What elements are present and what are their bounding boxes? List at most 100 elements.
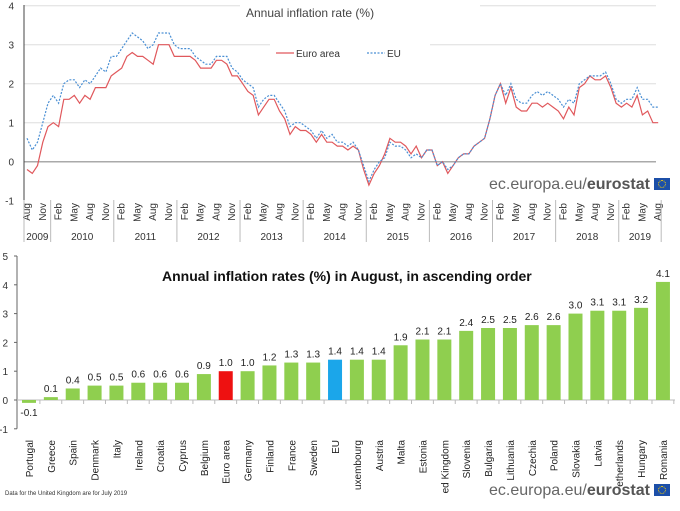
category-label: France: [287, 440, 298, 472]
x-tick-label: Nov: [164, 203, 175, 221]
x-tick-label: May: [196, 203, 207, 222]
series-line-eu: [26, 32, 659, 183]
x-tick-label: Nov: [38, 203, 49, 221]
bar-poland: [546, 325, 561, 400]
source-prefix: ec.europa.eu/: [489, 482, 587, 499]
year-label: 2014: [324, 232, 347, 243]
bar-eu: [328, 359, 343, 400]
category-label: Malta: [397, 440, 408, 465]
y-tick-label: 4: [2, 281, 8, 292]
y-tick-label: -1: [0, 425, 8, 436]
x-tick-label: Aug: [527, 203, 538, 221]
x-tick-label: Feb: [369, 203, 380, 221]
data-label: 2.1: [416, 327, 430, 338]
bar-etherlands: [612, 310, 627, 400]
data-label: 2.5: [503, 315, 517, 326]
bar-denmark: [87, 385, 102, 400]
x-tick-label: Nov: [480, 203, 491, 221]
data-label: 0.4: [66, 375, 80, 386]
x-tick-label: Aug: [22, 203, 33, 221]
category-label: Euro area: [222, 440, 233, 484]
category-label: Hungary: [637, 440, 648, 478]
bar-sweden: [306, 362, 321, 400]
bar-chart: -1 0 1 2 3 4 5 Annual inflation rates (%) in Au…: [0, 252, 675, 493]
bar-latvia: [590, 310, 605, 400]
x-tick-label: Nov: [417, 203, 428, 221]
year-label: 2012: [197, 232, 220, 243]
eu-flag-icon: [654, 484, 671, 496]
footnote: Data for the United Kingdom are for July…: [5, 491, 128, 497]
series-line-euro-area: [26, 44, 659, 187]
category-label: Sweden: [309, 440, 320, 476]
category-label: Romania: [659, 440, 670, 480]
data-label: 0.9: [197, 361, 211, 372]
bar-bulgaria: [481, 328, 496, 400]
x-tick-label: Aug: [590, 203, 601, 221]
x-tick-label: Aug: [653, 203, 664, 221]
line-chart: -1 0 1 2 3 4 Annual inflation rate (%) Euro are…: [5, 0, 664, 243]
category-label: etherlands: [615, 440, 626, 487]
year-label: 2010: [71, 232, 94, 243]
bar-romania: [655, 281, 670, 400]
y-tick-label: 4: [8, 2, 14, 13]
data-label: 3.2: [634, 295, 648, 306]
x-tick-label: Nov: [543, 203, 554, 221]
x-tick-label: May: [259, 203, 270, 222]
category-label: Belgium: [200, 440, 211, 476]
source-watermark-top: ec.europa.eu/eurostat: [489, 176, 671, 194]
bar-euro-area: [218, 371, 233, 400]
x-tick-label: May: [511, 203, 522, 222]
x-tick-label: Nov: [101, 203, 112, 221]
category-label: Poland: [550, 440, 561, 471]
data-label: 1.9: [394, 332, 408, 343]
bar-czechia: [524, 325, 539, 400]
bar-uxembourg: [349, 359, 364, 400]
bar-ed-kingdom: [437, 339, 452, 400]
x-tick-label: May: [637, 203, 648, 222]
category-label: EU: [331, 440, 342, 454]
bar-lithuania: [502, 328, 517, 400]
y-tick-label: 2: [2, 338, 8, 349]
x-tick-label: Feb: [180, 203, 191, 221]
bar-slovakia: [568, 313, 583, 400]
data-label: 1.4: [350, 347, 364, 358]
year-label: 2009: [26, 232, 49, 243]
category-label: Czechia: [528, 440, 539, 477]
data-label: -0.1: [20, 408, 38, 419]
x-tick-label: Aug: [401, 203, 412, 221]
x-tick-label: Aug: [274, 203, 285, 221]
x-tick-label: Feb: [117, 203, 128, 221]
data-label: 0.6: [153, 370, 167, 381]
category-label: Bulgaria: [484, 440, 495, 477]
x-tick-label: Nov: [227, 203, 238, 221]
data-label: 0.6: [131, 370, 145, 381]
bar-estonia: [415, 339, 430, 400]
legend-label: Euro area: [296, 49, 340, 60]
bar-austria: [371, 359, 386, 400]
data-label: 1.3: [284, 350, 298, 361]
data-label: 1.3: [306, 350, 320, 361]
y-tick-label: 2: [8, 80, 14, 91]
data-label: 1.0: [219, 358, 233, 369]
data-label: 0.5: [109, 373, 123, 384]
category-label: Germany: [244, 440, 255, 481]
data-label: 4.1: [656, 269, 670, 280]
data-label: 0.5: [88, 373, 102, 384]
chart-title: Annual inflation rate (%): [246, 6, 374, 20]
data-label: 2.1: [437, 327, 451, 338]
data-label: 0.1: [44, 384, 58, 395]
x-tick-label: May: [322, 203, 333, 222]
x-tick-label: Feb: [54, 203, 65, 221]
bar-cyprus: [175, 382, 190, 400]
legend-background: [270, 40, 430, 64]
data-label: 2.6: [547, 312, 561, 323]
x-tick-label: May: [574, 203, 585, 222]
category-label: uxembourg: [353, 440, 364, 490]
bar-croatia: [153, 382, 168, 400]
year-label: 2016: [450, 232, 473, 243]
year-label: 2015: [387, 232, 410, 243]
category-label: Finland: [265, 440, 276, 473]
year-label: 2019: [629, 232, 652, 243]
category-label: Estonia: [418, 440, 429, 474]
data-label: 2.5: [481, 315, 495, 326]
